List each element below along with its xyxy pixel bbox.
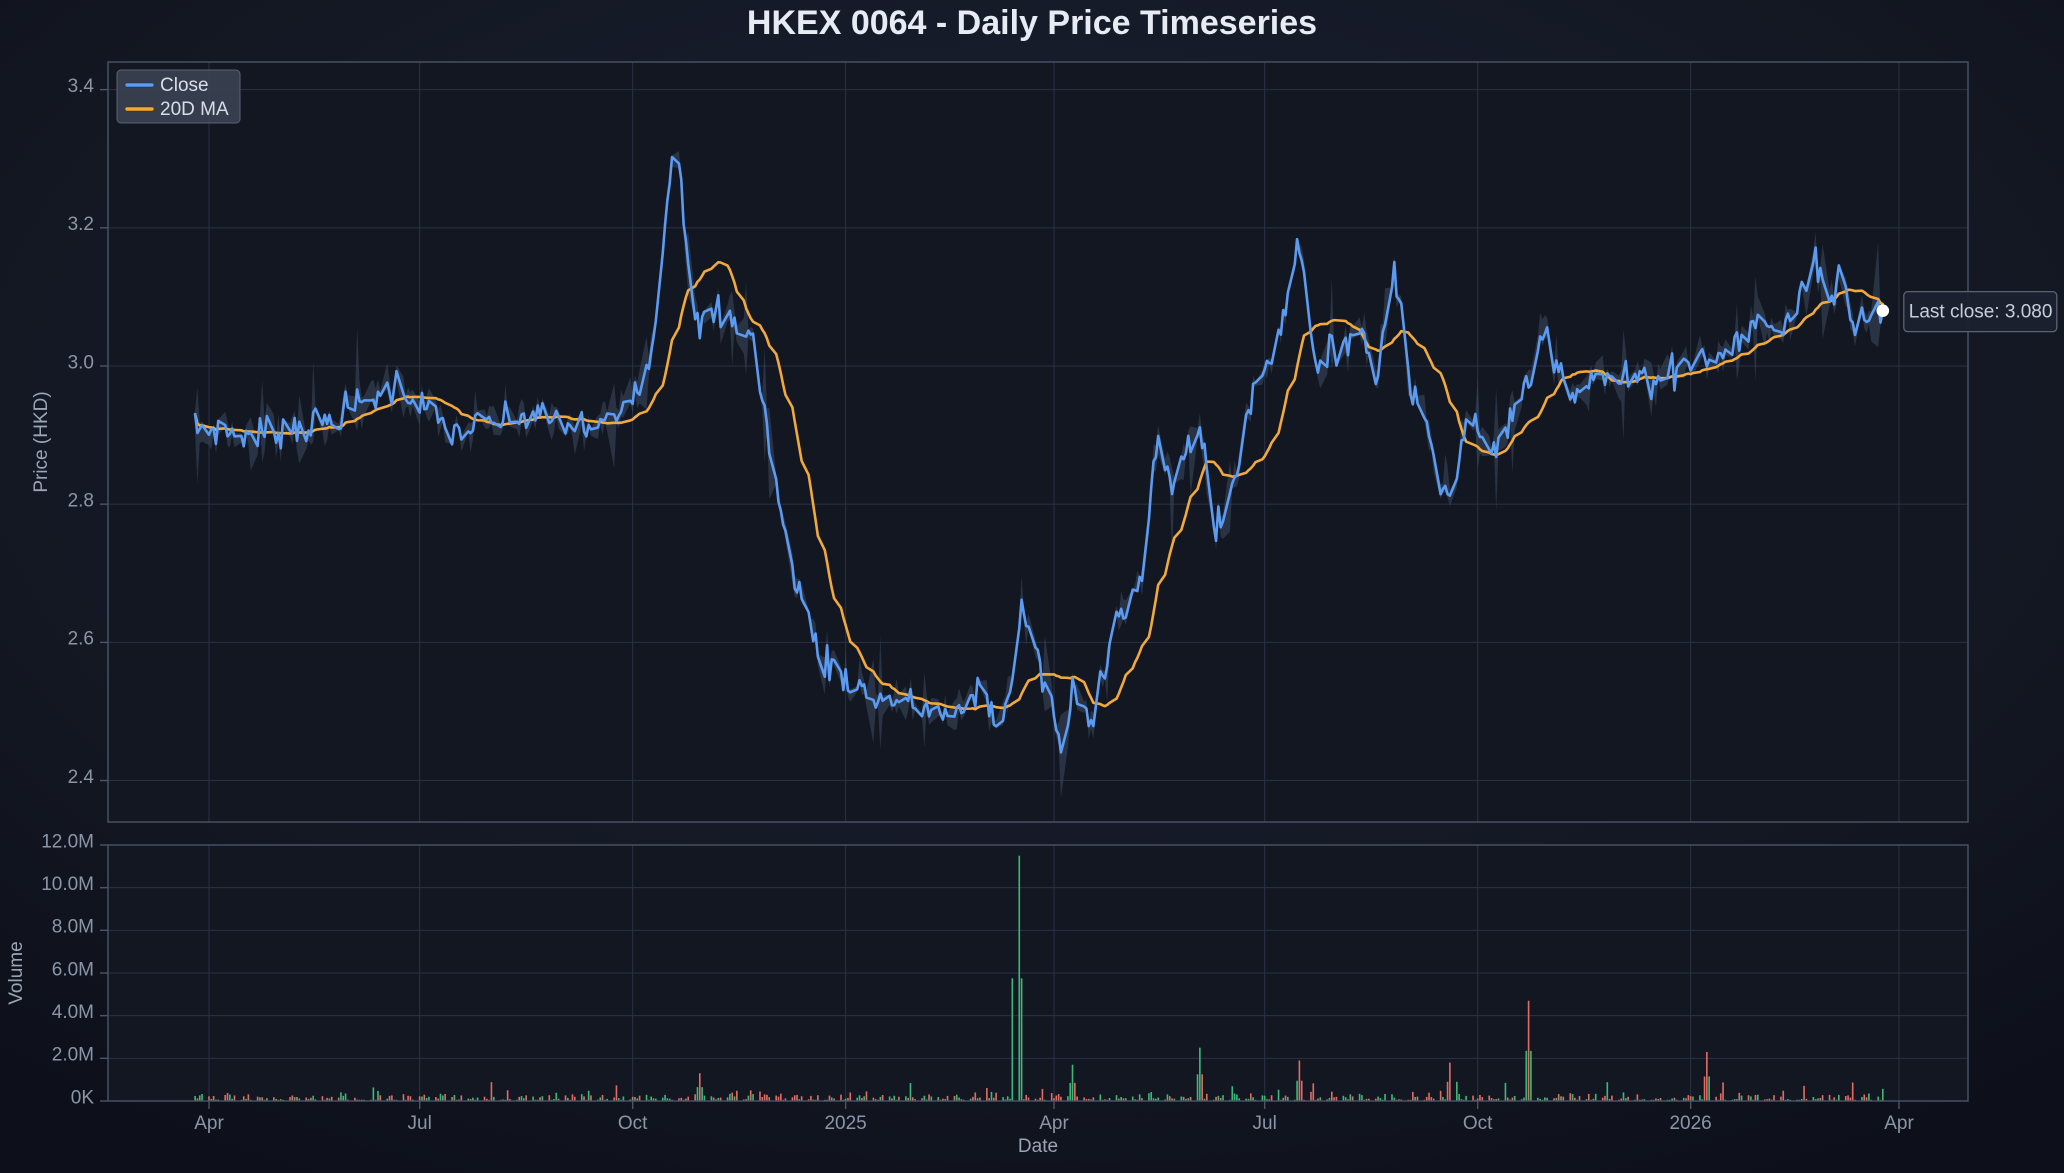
svg-text:12.0M: 12.0M bbox=[41, 831, 94, 852]
svg-text:Jul: Jul bbox=[408, 1113, 432, 1134]
svg-text:Oct: Oct bbox=[1463, 1113, 1493, 1134]
svg-text:Volume: Volume bbox=[6, 941, 27, 1004]
svg-text:Date: Date bbox=[1018, 1136, 1058, 1157]
svg-text:HKEX 0064 - Daily Price Timese: HKEX 0064 - Daily Price Timeseries bbox=[747, 4, 1317, 42]
svg-text:Apr: Apr bbox=[1039, 1113, 1069, 1134]
svg-text:2.8: 2.8 bbox=[68, 490, 94, 511]
svg-text:2026: 2026 bbox=[1669, 1113, 1711, 1134]
svg-text:0K: 0K bbox=[71, 1087, 95, 1108]
svg-text:3.0: 3.0 bbox=[68, 352, 94, 373]
svg-text:Last close: 3.080: Last close: 3.080 bbox=[1909, 302, 2053, 323]
svg-text:Jul: Jul bbox=[1253, 1113, 1277, 1134]
svg-text:10.0M: 10.0M bbox=[41, 874, 94, 895]
svg-text:Apr: Apr bbox=[1884, 1113, 1914, 1134]
svg-text:Price (HKD): Price (HKD) bbox=[31, 391, 52, 492]
svg-text:2025: 2025 bbox=[824, 1113, 866, 1134]
svg-text:3.2: 3.2 bbox=[68, 214, 94, 235]
svg-text:2.4: 2.4 bbox=[68, 767, 95, 788]
svg-text:6.0M: 6.0M bbox=[52, 959, 94, 980]
svg-text:8.0M: 8.0M bbox=[52, 917, 94, 938]
svg-text:Apr: Apr bbox=[194, 1113, 224, 1134]
svg-text:Oct: Oct bbox=[618, 1113, 648, 1134]
svg-text:2.6: 2.6 bbox=[68, 629, 94, 650]
svg-text:3.4: 3.4 bbox=[68, 76, 95, 97]
svg-text:20D MA: 20D MA bbox=[160, 99, 229, 120]
svg-text:4.0M: 4.0M bbox=[52, 1002, 94, 1023]
svg-text:2.0M: 2.0M bbox=[52, 1045, 94, 1066]
svg-text:Close: Close bbox=[160, 75, 209, 96]
